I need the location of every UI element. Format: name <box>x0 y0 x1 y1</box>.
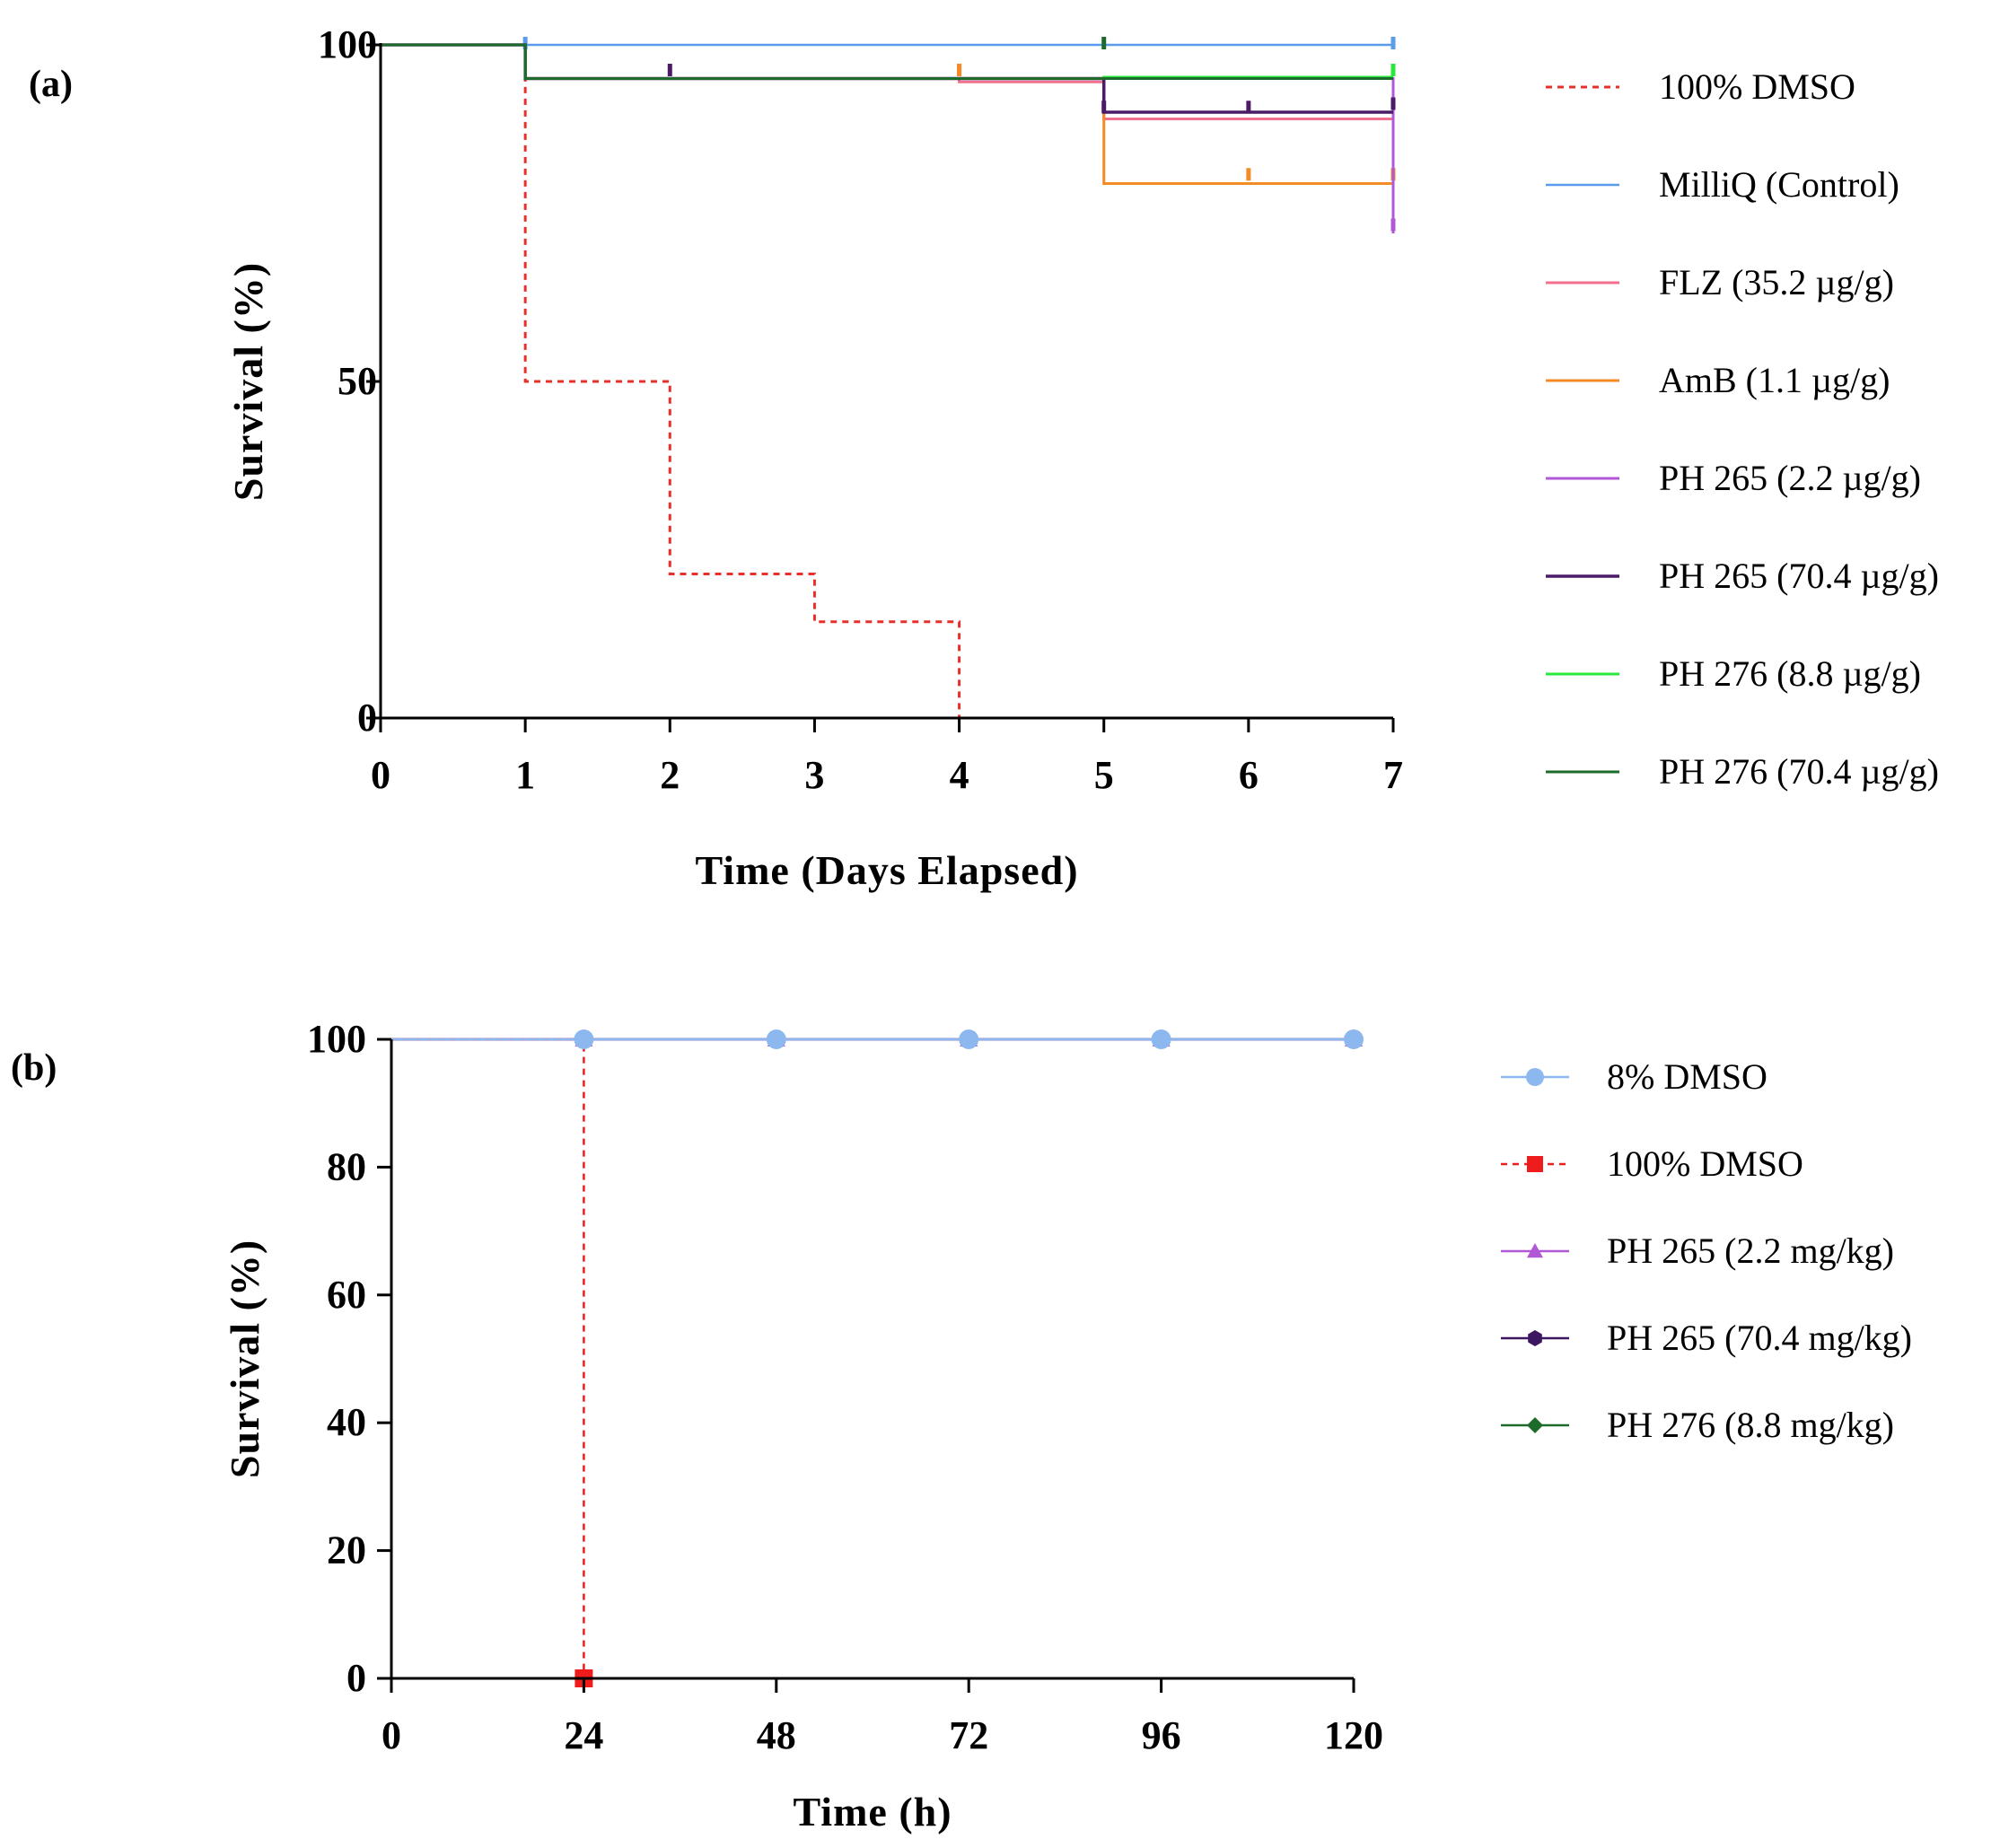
legend-item-100-dmso: 100% DMSO <box>1501 1143 1803 1184</box>
series-line-ph-276-70-4-g-g <box>381 43 1393 80</box>
series-line-ph-276-8-8-g-g <box>381 43 1393 80</box>
legend-label: 100% DMSO <box>1659 66 1855 107</box>
x-tick-label: 0 <box>382 1713 401 1757</box>
y-tick-label: 50 <box>338 359 377 403</box>
x-tick-label: 48 <box>757 1713 796 1757</box>
legend-label: PH 265 (70.4 mg/kg) <box>1607 1318 1912 1358</box>
legend-item-ph-276-70-4-g-g: PH 276 (70.4 µg/g) <box>1546 751 1939 792</box>
marker-triangle <box>1527 1243 1543 1258</box>
marker-diamond <box>1527 1417 1543 1433</box>
legend-label: 8% DMSO <box>1607 1056 1768 1097</box>
legend-label: FLZ (35.2 µg/g) <box>1659 262 1894 302</box>
marker-circle <box>1151 1029 1171 1049</box>
survival-chart-days: 0 1 2 3 4 5 6 7 0 50 100 Time (Days Elapsed) Surviva… <box>225 22 1939 893</box>
y-axis-label: Survival (%) <box>222 1239 268 1478</box>
panel-b-label: (b) <box>11 1047 57 1089</box>
x-tick-label: 7 <box>1383 753 1403 797</box>
marker-hexagon <box>1528 1330 1542 1346</box>
y-tick-label: 80 <box>327 1144 366 1188</box>
legend-label: PH 265 (2.2 µg/g) <box>1659 458 1921 498</box>
survival-chart-hours: 0 24 48 72 96 120 0 20 40 60 80 100 Time (h) Survival… <box>222 1017 1912 1835</box>
y-tick-label: 0 <box>357 696 377 740</box>
series-100-dmso <box>381 43 961 718</box>
y-axis-label: Survival (%) <box>225 262 271 501</box>
x-tick-label: 6 <box>1239 753 1259 797</box>
y-tick-label: 0 <box>346 1656 366 1700</box>
legend-item-ph-276-8-8-mg-kg: PH 276 (8.8 mg/kg) <box>1501 1405 1894 1445</box>
x-tick-label: 24 <box>564 1713 603 1757</box>
series-ph-265-2-2-g-g <box>381 43 1396 233</box>
y-tick-label: 100 <box>307 1017 366 1061</box>
legend-item-ph-265-2-2-mg-kg: PH 265 (2.2 mg/kg) <box>1501 1231 1894 1271</box>
legend-item-ph-265-2-2-g-g: PH 265 (2.2 µg/g) <box>1546 458 1921 498</box>
y-tick-label: 40 <box>327 1400 366 1444</box>
legend-item-ph-265-70-4-mg-kg: PH 265 (70.4 mg/kg) <box>1501 1318 1912 1358</box>
panel-a-label: (a) <box>29 64 73 105</box>
marker-square <box>1527 1156 1543 1172</box>
marker-circle <box>574 1029 594 1049</box>
x-tick-label: 2 <box>660 753 680 797</box>
series-line-ph-265-2-2-g-g <box>381 43 1395 233</box>
legend-label: AmB (1.1 µg/g) <box>1659 360 1890 400</box>
series-line-amb-1-1-g-g <box>381 43 1393 185</box>
series-8-dmso <box>391 1029 1364 1049</box>
y-tick-label: 60 <box>327 1273 366 1317</box>
legend-label: PH 276 (8.8 µg/g) <box>1659 653 1921 694</box>
marker-circle <box>1344 1029 1364 1049</box>
x-tick-label: 1 <box>515 753 535 797</box>
x-tick-label: 3 <box>804 753 824 797</box>
x-tick-label: 96 <box>1142 1713 1181 1757</box>
x-tick-label: 4 <box>950 753 969 797</box>
x-tick-label: 120 <box>1324 1713 1383 1757</box>
series-line-100-dmso <box>391 1038 585 1678</box>
series-line-100-dmso <box>381 43 961 718</box>
series-milliq-control <box>381 37 1396 49</box>
y-tick-label: 100 <box>318 22 377 66</box>
series-amb-1-1-g-g <box>381 43 1396 185</box>
legend-item-ph-265-70-4-g-g: PH 265 (70.4 µg/g) <box>1546 556 1939 596</box>
legend-label: PH 265 (70.4 µg/g) <box>1659 556 1939 596</box>
series-flz-35-2-g-g <box>381 43 1396 120</box>
x-axis-label: Time (Days Elapsed) <box>695 847 1078 893</box>
x-tick-label: 72 <box>949 1713 988 1757</box>
marker-circle <box>766 1029 786 1049</box>
legend-label: MilliQ (Control) <box>1659 164 1899 205</box>
series-ph-276-8-8-g-g <box>381 43 1396 80</box>
legend-label: PH 265 (2.2 mg/kg) <box>1607 1231 1894 1271</box>
legend-label: 100% DMSO <box>1607 1143 1803 1184</box>
x-axis-label: Time (h) <box>793 1789 952 1835</box>
marker-circle <box>1526 1068 1544 1086</box>
legend-item-amb-1-1-g-g: AmB (1.1 µg/g) <box>1546 360 1890 400</box>
legend-label: PH 276 (70.4 µg/g) <box>1659 751 1939 792</box>
series-100-dmso <box>391 1038 593 1687</box>
x-tick-label: 0 <box>371 753 390 797</box>
legend-item-milliq-control: MilliQ (Control) <box>1546 164 1899 205</box>
y-tick-label: 20 <box>327 1528 366 1572</box>
legend-item-ph-276-8-8-g-g: PH 276 (8.8 µg/g) <box>1546 653 1921 694</box>
series-ph-276-70-4-g-g <box>381 37 1393 80</box>
series-line-flz-35-2-g-g <box>381 43 1395 120</box>
legend-item-8-dmso: 8% DMSO <box>1501 1056 1768 1097</box>
x-tick-label: 5 <box>1094 753 1114 797</box>
legend-item-100-dmso: 100% DMSO <box>1546 66 1855 107</box>
marker-circle <box>959 1029 979 1049</box>
legend-label: PH 276 (8.8 mg/kg) <box>1607 1405 1894 1445</box>
legend-item-flz-35-2-g-g: FLZ (35.2 µg/g) <box>1546 262 1894 302</box>
